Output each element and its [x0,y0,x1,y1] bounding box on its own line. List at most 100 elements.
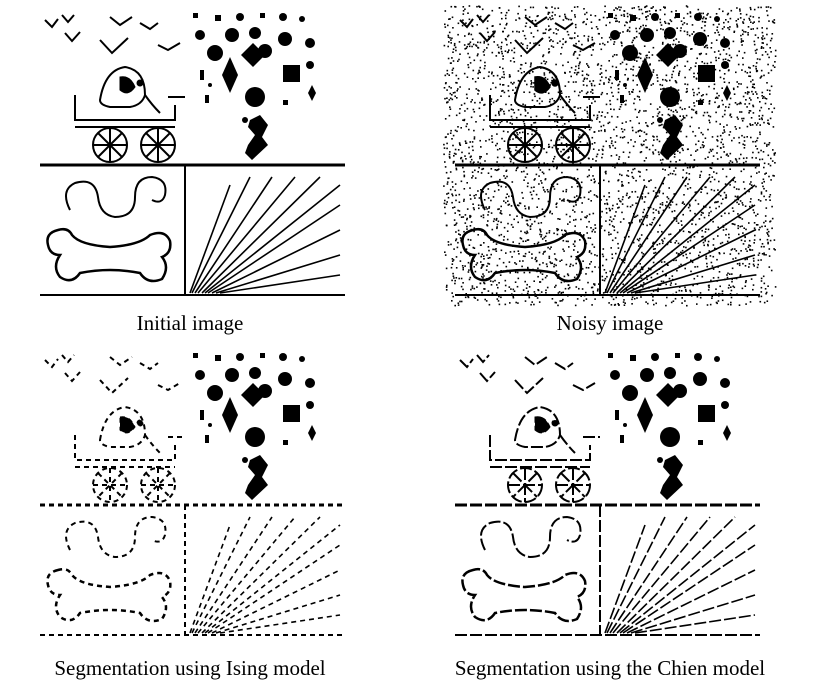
noise-dot [766,190,768,192]
noise-dot [769,142,771,144]
noise-dot [647,79,649,81]
noise-dot [493,196,495,198]
noise-dot [758,229,760,231]
noise-dot [511,123,513,125]
noise-dot [542,238,544,240]
noise-dot [730,131,732,133]
noise-dot [510,159,512,161]
noise-dot [652,243,654,245]
noise-dot [615,304,617,306]
noise-dot [745,295,747,297]
noise-dot [523,179,525,181]
noise-dot [503,270,505,272]
noise-dot [759,124,761,126]
noise-dot [557,277,559,279]
noise-dot [451,267,453,269]
noise-dot [490,239,492,241]
noise-dot [676,252,678,254]
noise-dot [524,35,526,37]
noise-dot [745,31,747,33]
noise-dot [542,209,544,211]
noise-dot [624,136,626,138]
noise-dot [705,187,707,189]
noise-dot [734,278,736,280]
noise-dot [603,180,605,182]
noise-dot [740,154,742,156]
noise-dot [740,200,742,202]
noise-dot [505,202,507,204]
noise-dot [469,5,471,7]
noise-dot [472,203,474,205]
noise-dot [557,230,559,232]
noise-dot [596,255,598,257]
noise-dot [752,124,754,126]
noise-dot [594,131,596,133]
noise-dot [718,300,720,302]
noise-dot [735,196,737,198]
noise-dot [766,10,768,12]
noise-dot [721,100,723,102]
noise-dot [735,102,737,104]
noise-dot [586,267,588,269]
noise-dot [628,229,630,231]
noise-dot [673,164,675,166]
noise-dot [586,85,588,87]
noise-dot [632,169,634,171]
noise-dot [533,119,535,121]
noise-dot [727,277,729,279]
noise-dot [538,223,540,225]
noise-dot [711,168,713,170]
noise-dot [483,258,485,260]
noise-dot [461,181,463,183]
noise-dot [522,132,524,134]
noise-dot [452,72,454,74]
noise-dot [488,36,490,38]
noise-dot [639,28,641,30]
noise-dot [497,75,499,77]
noise-dot [456,131,458,133]
noise-dot [592,158,594,160]
noise-dot [537,66,539,68]
noise-dot [466,123,468,125]
noise-dot [652,145,654,147]
noise-dot [517,222,519,224]
noise-dot [752,289,754,291]
noise-dot [449,32,451,34]
noise-dot [491,271,493,273]
noise-dot [604,129,606,131]
noise-dot [693,95,695,97]
noise-dot [631,287,633,289]
noise-dot [581,211,583,213]
noise-dot [673,67,675,69]
noise-dot [679,286,681,288]
noise-dot [569,37,571,39]
noise-dot [520,68,522,70]
noise-dot [526,47,528,49]
noise-dot [450,108,452,110]
noise-dot [561,172,563,174]
noise-dot [666,150,668,152]
noise-dot [577,6,579,8]
noise-dot [656,74,658,76]
noise-dot [583,80,585,82]
noise-dot [565,41,567,43]
noise-dot [632,130,634,132]
noise-dot [594,246,596,248]
noise-dot [653,291,655,293]
noise-dot [586,111,588,113]
noise-dot [545,29,547,31]
noise-dot [469,187,471,189]
noise-dot [447,73,449,75]
noise-dot [722,300,724,302]
noise-dot [676,204,678,206]
noise-dot [470,161,472,163]
noise-dot [499,304,501,306]
noise-dot [491,284,493,286]
noise-dot [756,124,758,126]
noise-dot [653,248,655,250]
noise-dot [668,164,670,166]
noise-dot [752,84,754,86]
noise-dot [689,290,691,292]
noise-dot [713,238,715,240]
noise-dot [632,296,634,298]
